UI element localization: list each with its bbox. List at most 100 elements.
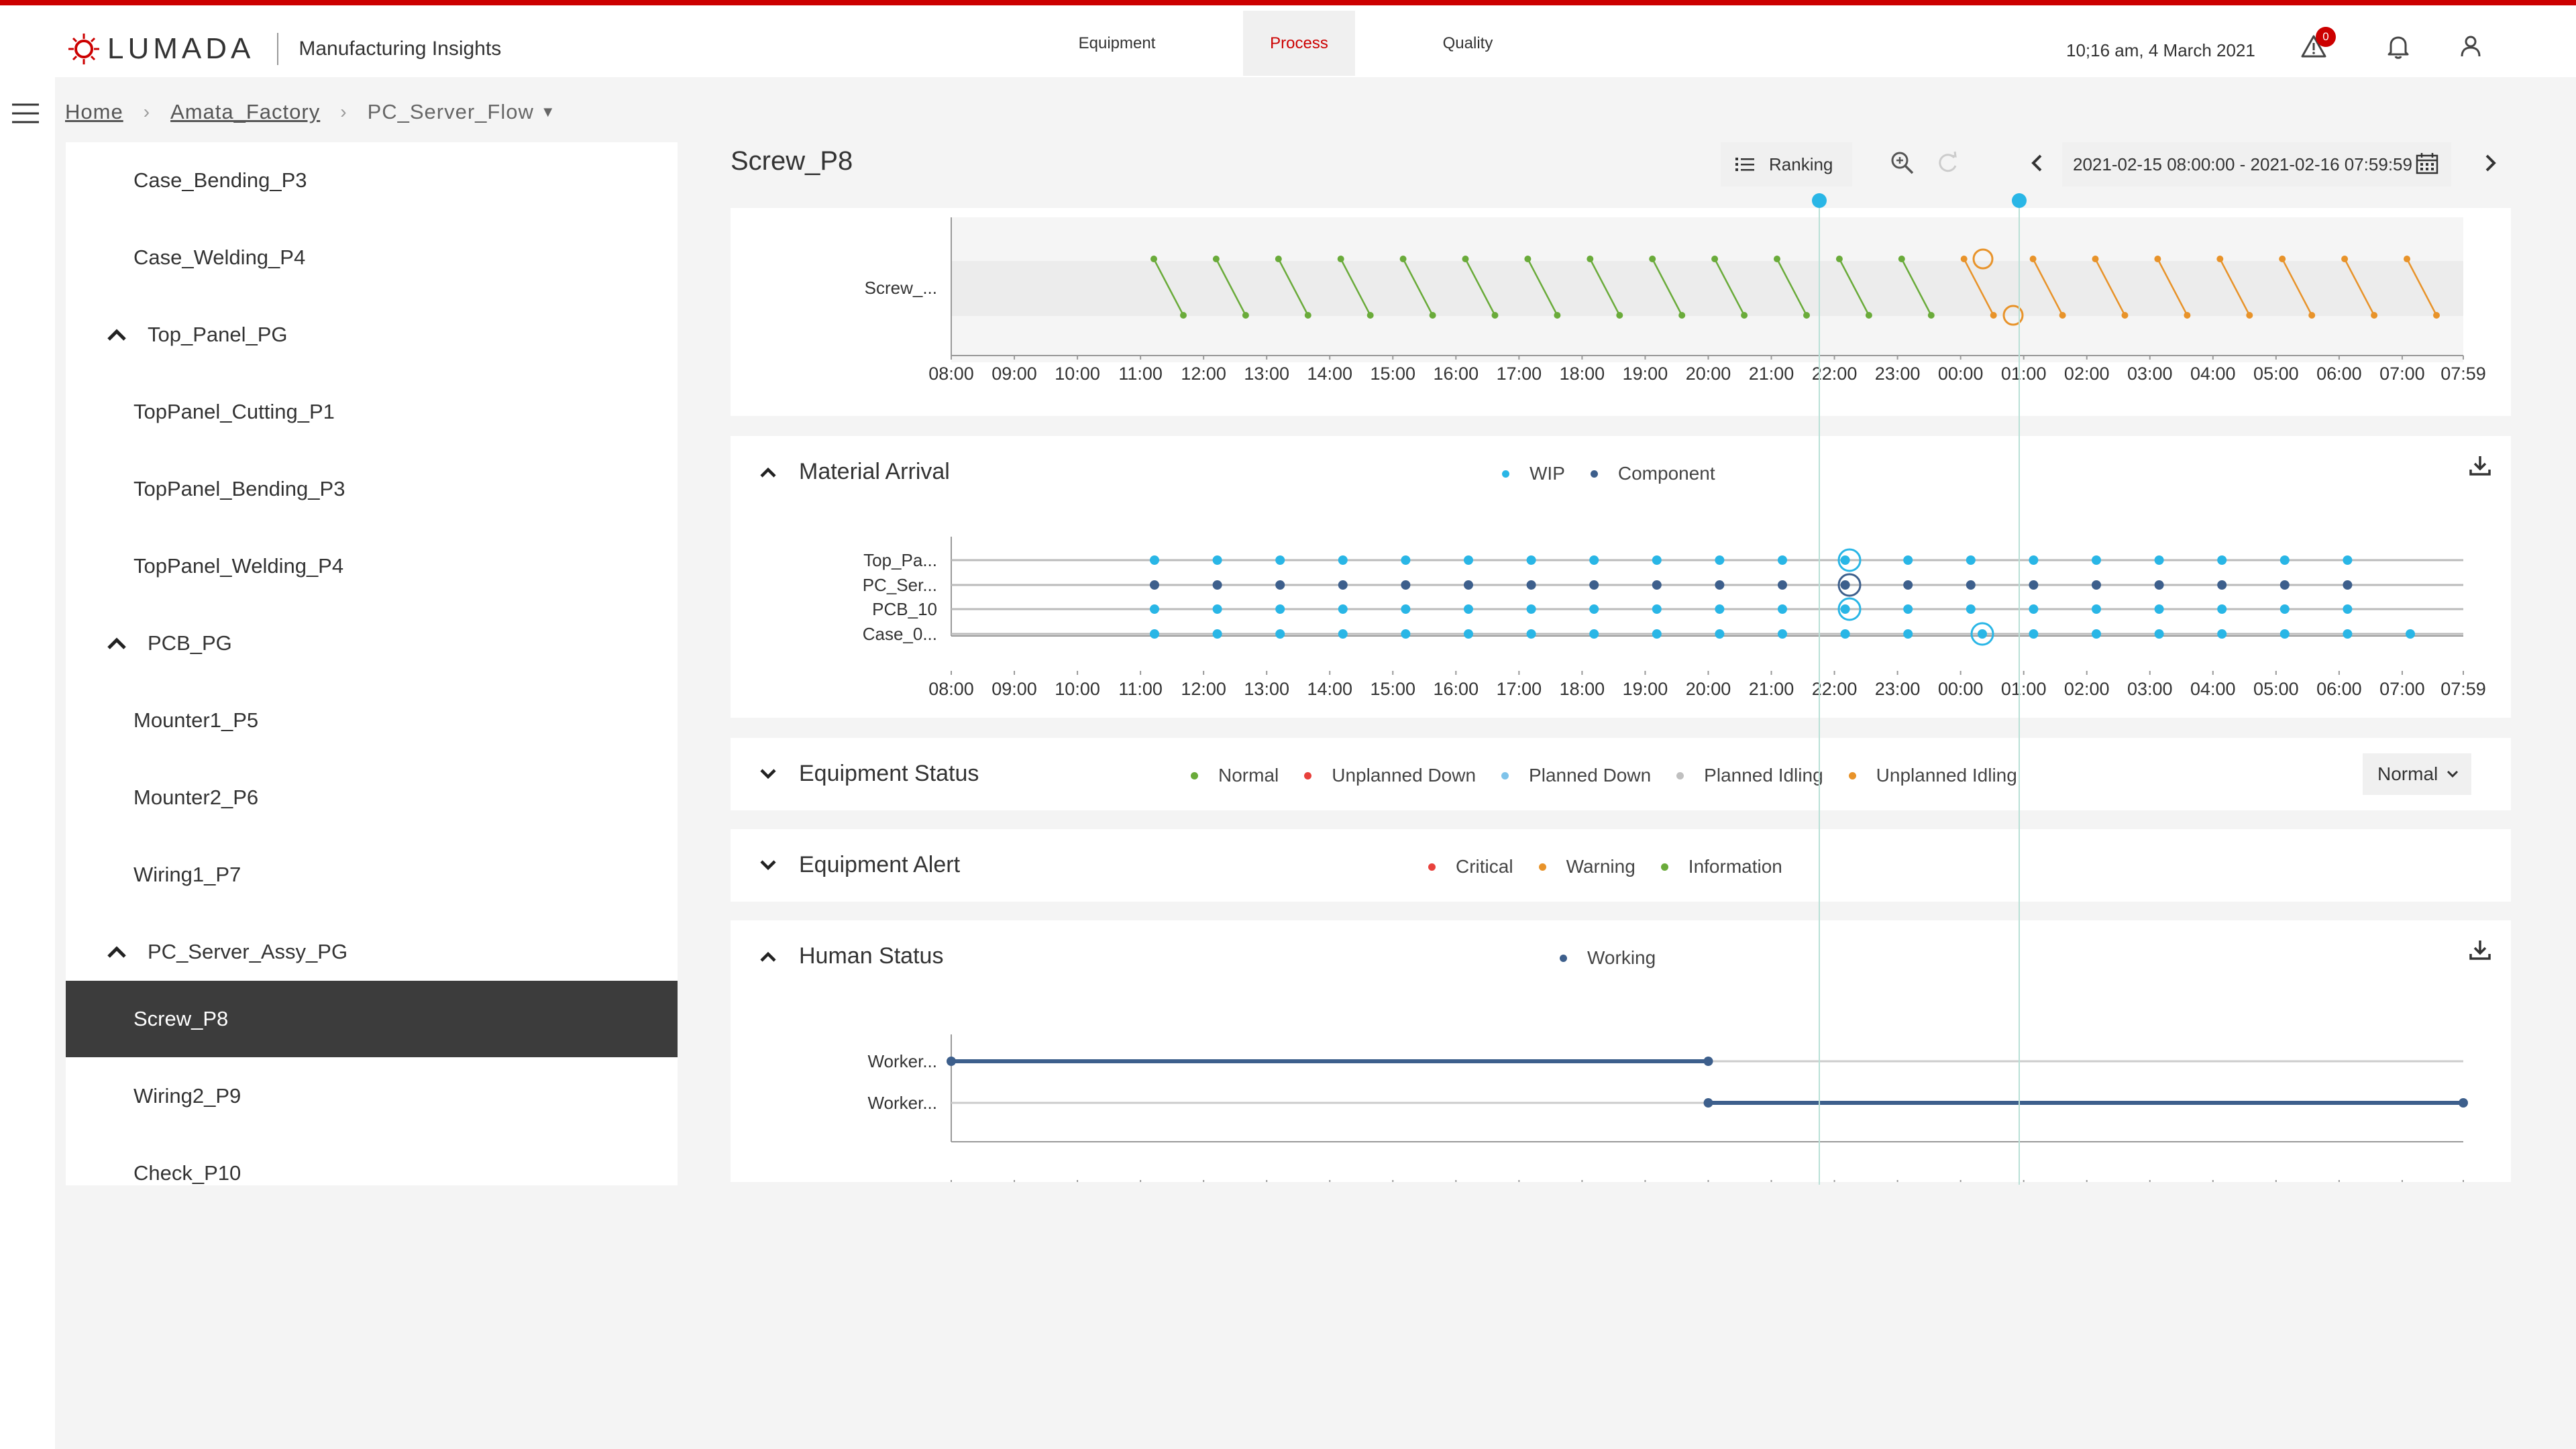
sidebar-item-toppanel-bending-p3[interactable]: TopPanel_Bending_P3 [66,451,678,527]
legend-dot [1560,954,1567,962]
material-arrival-point [1715,604,1725,614]
tab-equipment[interactable]: Equipment [1078,34,1156,52]
material-arrival-panel: Material Arrival WIP Component Top_Pa...… [731,436,2511,718]
user-icon[interactable] [2455,31,2486,62]
legend-label: Unplanned Down [1332,765,1477,786]
material-arrival-point [1652,555,1662,565]
process-cycle-line [1340,258,1371,316]
chevron-up-icon[interactable] [755,462,782,482]
human-rows: Worker... Worker... [867,1051,2468,1113]
download-icon[interactable] [2467,452,2493,479]
chevron-right-icon[interactable] [2475,149,2504,177]
sidebar-item-label: Mounter1_P5 [133,708,259,732]
alert-count-badge: 0 [2316,27,2336,47]
material-arrival-point [1978,629,1987,639]
chevron-up-icon[interactable] [103,942,130,962]
sidebar-group-pcb-pg[interactable]: PCB_PG [66,605,678,682]
chevron-up-icon[interactable] [103,325,130,345]
sidebar-item-toppanel-cutting-p1[interactable]: TopPanel_Cutting_P1 [66,374,678,450]
sidebar-item-wiring1-p7[interactable]: Wiring1_P7 [66,837,678,913]
legend-item-working[interactable]: Working [1560,947,1656,969]
caret-down-icon[interactable]: ▼ [540,103,556,120]
download-icon[interactable] [2467,936,2493,963]
tab-process[interactable]: Process [1243,11,1355,76]
sidebar-item-mounter1-p5[interactable]: Mounter1_P5 [66,682,678,759]
material-arrival-point [1275,555,1285,565]
sidebar-group-pc-server-assy-pg[interactable]: PC_Server_Assy_PG [66,914,678,990]
process-start-point [1587,256,1594,262]
sidebar-item-case-bending-p3[interactable]: Case_Bending_P3 [66,142,678,219]
legend-label: Planned Idling [1704,765,1823,786]
material-arrival-point [1840,555,1850,565]
lumada-logo-icon [68,34,99,64]
material-arrival-point [2217,555,2227,565]
x-tick-label: 16:00 [1434,364,1479,384]
process-timeline-chart[interactable]: Screw_... 08:00 09:00 10:00 11:00 12:00 13:00… [731,208,2511,416]
sidebar-item-label: Wiring1_P7 [133,863,241,886]
status-filter-select[interactable]: Normal [2363,753,2471,795]
sidebar-item-toppanel-welding-p4[interactable]: TopPanel_Welding_P4 [66,528,678,604]
legend-item-normal[interactable]: Normal [1191,765,1279,786]
human-status-chart[interactable]: Worker... Worker... 08:0009:0010:0011:001… [731,920,2511,1182]
x-tick-label: 19:00 [1623,679,1668,699]
bell-icon[interactable] [2383,31,2414,62]
legend-item-component[interactable]: Component [1590,463,1715,484]
process-end-point [1616,312,1623,319]
process-cycle-line [1152,258,1185,316]
equipment-alert-legend: Critical Warning Information [1428,856,1808,877]
chevron-left-icon[interactable] [2024,149,2052,177]
legend-item-unplanned-down[interactable]: Unplanned Down [1304,765,1476,786]
sidebar-item-mounter2-p6[interactable]: Mounter2_P6 [66,759,678,836]
legend-item-unplanned-idling[interactable]: Unplanned Idling [1848,765,2017,786]
zoom-in-icon[interactable] [1888,149,1917,177]
material-arrival-point [2279,604,2290,614]
sidebar-item-wiring2-p9[interactable]: Wiring2_P9 [66,1058,678,1134]
breadcrumb-factory[interactable]: Amata_Factory [170,100,321,123]
calendar-icon[interactable] [2415,152,2439,176]
material-arrival-point [1903,555,1913,565]
sidebar-group-top-panel-pg[interactable]: Top_Panel_PG [66,297,678,373]
process-end-point [2433,312,2440,319]
legend-dot [1191,771,1198,780]
date-range-picker[interactable]: 2021-02-15 08:00:00 - 2021-02-16 07:59:5… [2062,142,2451,186]
ranking-button[interactable]: Ranking [1721,142,1852,186]
time-marker-handle[interactable] [1812,193,1827,208]
chevron-down-icon[interactable] [755,855,782,875]
legend-item-critical[interactable]: Critical [1428,856,1513,877]
chevron-up-icon[interactable] [103,633,130,653]
legend-item-planned-down[interactable]: Planned Down [1501,765,1651,786]
sidebar-item-screw-p8[interactable]: Screw_P8 [66,981,678,1057]
breadcrumb-flow[interactable]: PC_Server_Flow [367,100,534,123]
time-marker-handle[interactable] [2012,193,2027,208]
x-tick-label: 14:00 [1307,364,1352,384]
legend-dot [1501,771,1509,780]
page-title: Screw_P8 [731,146,853,176]
process-row-label: Screw_... [865,278,937,298]
x-tick-label: 21:00 [1749,679,1794,699]
breadcrumb-home[interactable]: Home [65,100,123,123]
material-arrival-point [2154,580,2164,590]
process-start-point [1212,256,1220,262]
legend-item-wip[interactable]: WIP [1502,463,1565,484]
legend-item-information[interactable]: Information [1660,856,1782,877]
sidebar-item-check-p10[interactable]: Check_P10 [66,1135,678,1185]
x-tick-label: 15:00 [1370,364,1415,384]
legend-item-warning[interactable]: Warning [1538,856,1635,877]
legend-item-planned-idling[interactable]: Planned Idling [1676,765,1823,786]
process-cycle-line [1589,258,1621,316]
process-start-point [2092,256,2099,262]
process-start-point [1524,256,1532,262]
chevron-down-icon[interactable] [755,763,782,784]
x-tick-label: 16:00 [1434,679,1479,699]
material-row-label: Top_Pa... [863,550,937,570]
material-rows: Top_Pa... PC_Ser... PCB_10 Case_0... [863,548,2463,646]
x-tick-label: 17:00 [1497,679,1542,699]
chevron-up-icon[interactable] [755,946,782,966]
alert-triangle-icon[interactable] [2298,31,2329,62]
process-cycle-line [1215,258,1247,316]
hamburger-menu-icon[interactable] [11,101,40,125]
material-arrival-point [1526,629,1536,639]
tab-quality[interactable]: Quality [1442,34,1493,52]
sidebar-item-case-welding-p4[interactable]: Case_Welding_P4 [66,219,678,296]
